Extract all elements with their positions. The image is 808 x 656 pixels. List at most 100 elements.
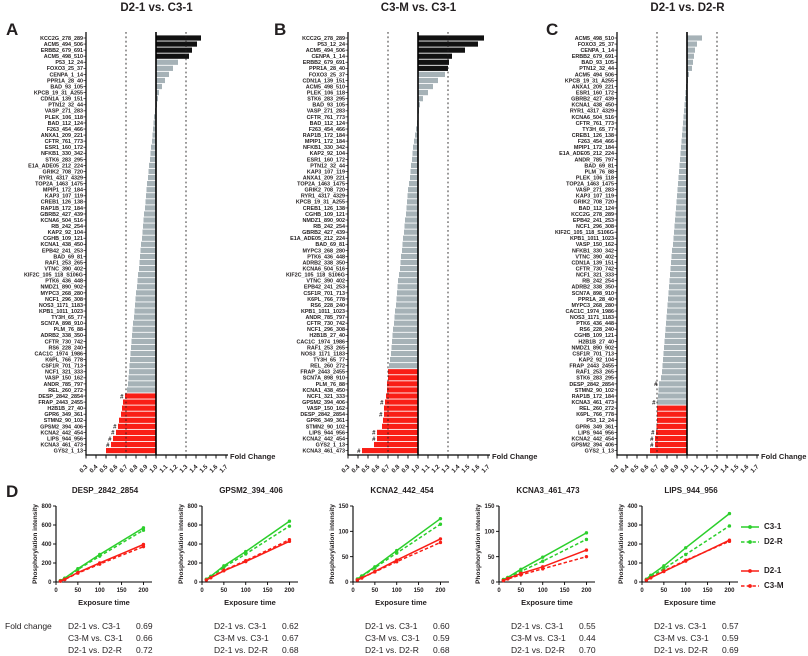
data-point: [98, 561, 102, 565]
bar-label: NMDZ1_890_902: [571, 345, 614, 351]
bar-label: DESP_2842_2854: [38, 394, 83, 400]
y-axis-label: Phosphorylation intensity: [475, 504, 482, 584]
x-tick-label: 100: [681, 588, 692, 594]
bar-label: STK6_283_295: [576, 376, 614, 382]
bar-label: GBRB2_427_439: [302, 230, 345, 236]
data-point: [662, 564, 666, 568]
bar-label: P53_12_24: [586, 418, 614, 424]
bar-label: ERBB2_679_691: [303, 60, 345, 66]
bar-label: PTK6_436_448: [307, 254, 345, 260]
chart-title: LIPS_944_956: [664, 486, 718, 495]
significance-hash: #: [379, 413, 383, 419]
fold-change-axis-label: Fold Change: [230, 452, 275, 461]
bar: [666, 314, 687, 320]
bar-label: CGHB_109_121: [43, 236, 83, 242]
bar-label: CSF1R_701_713: [572, 351, 614, 357]
data-point: [584, 548, 589, 552]
bar-label: ESR1_160_172: [307, 157, 345, 163]
significance-hash: #: [650, 437, 654, 443]
bar-label: KCNA2_442_454: [40, 430, 83, 436]
bar-label: RB_242_254: [582, 279, 614, 285]
bar-label: STK6_283_295: [45, 157, 83, 163]
legend-marker: [748, 539, 752, 544]
x-axis-label: Exposure time: [664, 598, 716, 607]
fold-value: 0.59: [722, 633, 739, 643]
legend-item-c3-m: C3-M: [740, 577, 784, 590]
bar-label: FRAP_2443_2455: [300, 370, 345, 376]
bar: [156, 83, 162, 90]
bar-label: F263_454_466: [309, 127, 345, 133]
bar: [140, 253, 156, 260]
significance-hash: #: [372, 437, 376, 443]
bar: [418, 90, 428, 96]
bar-label: CAC1C_1974_1986: [565, 309, 614, 315]
x-tick-label: 50: [518, 588, 525, 594]
bar-label: KCC2G_278_289: [571, 212, 614, 218]
bar: [151, 144, 156, 150]
x-tick-label: 0.8: [659, 463, 670, 474]
bar-label: CREB1_126_138: [303, 206, 345, 212]
data-point: [438, 540, 443, 545]
bar: [377, 435, 418, 442]
bar-label: TOP2A_1463_1475: [297, 182, 345, 188]
bar: [411, 162, 418, 169]
bar-label: GPSM2_394_406: [571, 442, 614, 448]
bar: [668, 290, 687, 296]
data-point: [287, 539, 292, 544]
bar-label: SCN7A_898_910: [303, 376, 345, 382]
data-point: [541, 565, 545, 569]
chart-title: DESP_2842_2854: [71, 486, 139, 495]
bar: [392, 332, 418, 338]
bar-label: ADRB2_338_350: [302, 260, 345, 266]
bar-label: ACM5_498_510: [575, 36, 614, 42]
bar-label: EPB42_241_253: [42, 248, 83, 254]
bar: [405, 217, 418, 223]
bar-label: BAD_69_81: [315, 242, 345, 248]
bar-label: VASP_150_162: [45, 376, 83, 382]
y-axis-label: Phosphorylation intensity: [32, 504, 39, 584]
bar: [111, 441, 156, 448]
bar-label: NOS3_1171_1183: [39, 303, 83, 309]
bar: [681, 144, 687, 150]
bar-label: H2B1B_27_40: [309, 333, 345, 339]
bar-label: PLM_76_88: [316, 382, 345, 388]
bar-label: NOS3_1171_1183: [570, 315, 614, 321]
x-tick-label: 200: [435, 588, 446, 594]
bar-label: ADRB2_338_350: [571, 285, 614, 291]
bar: [142, 229, 156, 235]
fold-value: 0.59: [433, 633, 450, 643]
x-tick-label: 0.7: [118, 463, 129, 474]
bar-label: KCNA1_438_450: [302, 388, 345, 394]
bar-label: KPCB_19_31_A255: [34, 91, 83, 97]
fold-comparison-label: D2-1 vs. D2-R: [214, 645, 268, 655]
x-axis-label: Exposure time: [78, 598, 130, 607]
bar-label: CDN1A_139_151: [40, 97, 83, 103]
fold-table: D2-1 vs. C3-1 0.69 C3-M vs. C3-1 0.66 D2-1 v…: [68, 620, 180, 656]
data-point: [209, 576, 213, 580]
bar-label: KIF2C_105_118_S106G: [286, 273, 345, 279]
bar: [418, 47, 465, 53]
bar: [387, 387, 418, 393]
bar-label: NCF1_321_333: [307, 394, 345, 400]
bar: [687, 47, 695, 53]
bar-label: GYS2_1_13: [316, 442, 345, 448]
y-tick-label: 150: [338, 504, 349, 510]
x-tick-label: 0.6: [108, 463, 119, 474]
bar-label: NCF1_321_333: [45, 370, 83, 376]
legend-swatch: [741, 583, 759, 588]
fold-table: D2-1 vs. C3-1 0.55 C3-M vs. C3-1 0.44 D2-1 v…: [511, 620, 623, 656]
data-point: [584, 531, 589, 535]
data-point: [98, 552, 102, 557]
series-line-d2-r: [503, 538, 587, 581]
y-axis-label: Phosphorylation intensity: [178, 504, 185, 584]
bar-label: NCF1_321_333: [576, 273, 614, 279]
bar-label: ANXA1_209_221: [41, 133, 83, 139]
fold-comparison-label: C3-M vs. C3-1: [654, 633, 709, 643]
bar-label: NCF1_296_308: [576, 224, 614, 230]
bar: [113, 435, 156, 442]
bar: [152, 138, 156, 144]
x-tick-label: 150: [703, 588, 714, 594]
bar-label: LIPS_944_956: [309, 430, 345, 436]
bar: [156, 71, 169, 78]
data-point: [204, 578, 209, 582]
